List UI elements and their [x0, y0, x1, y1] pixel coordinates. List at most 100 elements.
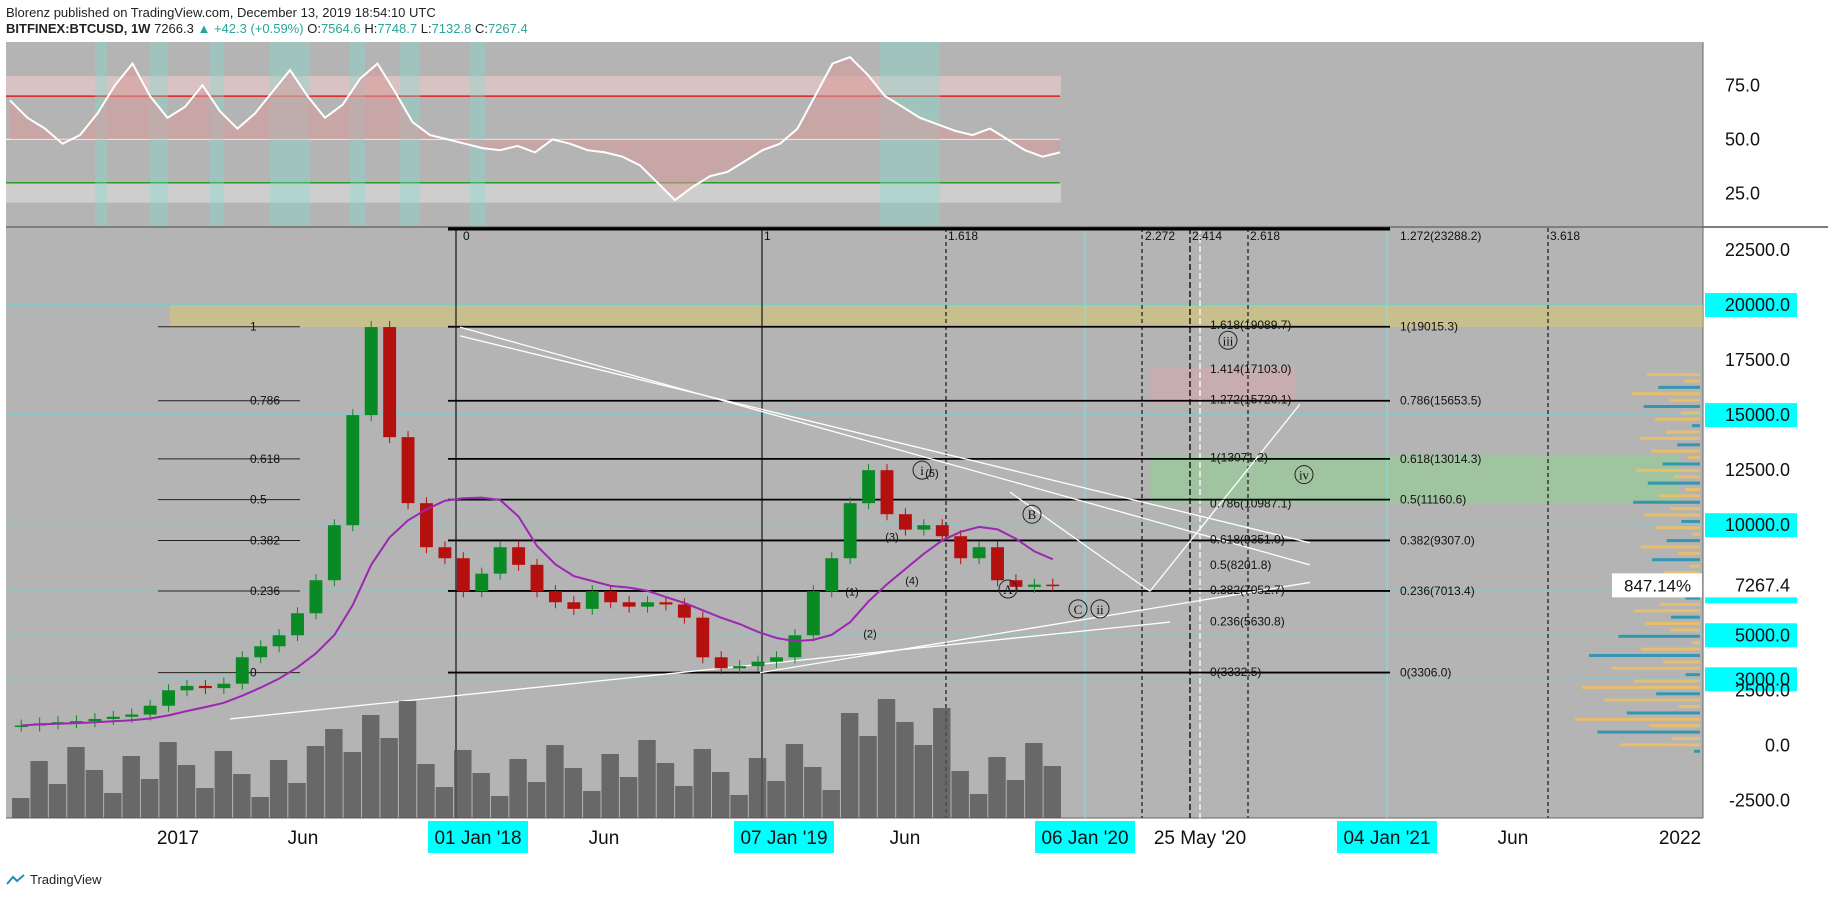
volume-profile-bar [1689, 564, 1700, 568]
tradingview-logo-icon [6, 873, 26, 886]
fib-mid-label: 0.5(8201.8) [1210, 558, 1271, 572]
percent-label-box [1612, 573, 1702, 598]
volume-profile-bar [1694, 749, 1700, 753]
volume-bar [564, 768, 583, 818]
volume-profile-bar [1654, 417, 1700, 421]
wave-sub-label: (3) [885, 532, 898, 544]
footer-brand[interactable]: TradingView [6, 872, 102, 887]
volume-bar [398, 701, 417, 818]
volume-bar [914, 745, 933, 818]
candle [512, 547, 526, 565]
oscillator-tick-label: 25.0 [1725, 184, 1760, 204]
candle [604, 591, 618, 603]
candle [1046, 584, 1060, 587]
volume-bar [896, 722, 914, 818]
fib-left-label: 1 [250, 320, 257, 334]
fib-mid-label: 0.786(10987.1) [1210, 496, 1291, 510]
volume-profile-bar [1680, 411, 1700, 415]
candle [622, 602, 636, 607]
volume-profile-bar [1677, 551, 1700, 555]
candle [475, 573, 489, 592]
wave-label: B [1028, 507, 1037, 522]
volume-bar [177, 765, 196, 818]
volume-profile-bar [1618, 634, 1700, 638]
candle [733, 666, 747, 669]
footer-brand-label: TradingView [30, 872, 102, 887]
candle [530, 564, 544, 592]
volume-bar [840, 713, 859, 818]
volume-bar [140, 779, 159, 818]
symbol-ohlc-line: BITFINEX:BTCUSD, 1W 7266.3 ▲ +42.3 (+0.5… [6, 21, 528, 36]
fib-mid-label: 1.272(15720.1) [1210, 392, 1291, 406]
volume-profile-bar [1644, 513, 1700, 517]
price-tick-label: 15000.0 [1725, 405, 1790, 425]
overbought-zone [6, 76, 1061, 97]
volume-profile-bar [1678, 705, 1700, 709]
candle [954, 536, 968, 559]
candle [106, 716, 120, 719]
candle [917, 525, 931, 530]
volume-profile-bar [1663, 570, 1700, 574]
volume-profile-bar [1666, 430, 1700, 434]
time-tick-highlight [428, 821, 528, 853]
volume-bar [693, 749, 711, 818]
high-label: H: [364, 21, 378, 36]
fib-left-label: 0.382 [250, 533, 280, 547]
candle [420, 503, 433, 548]
candle [935, 525, 949, 537]
trendline [1009, 491, 1151, 592]
time-tick-label: 01 Jan '18 [434, 828, 521, 849]
time-tick-label: 25 May '20 [1154, 828, 1246, 849]
volume-bar [67, 747, 85, 818]
price-tick-label: 3000.0 [1735, 669, 1790, 689]
volume-bar [362, 715, 380, 818]
time-tick-label: 07 Jan '19 [740, 828, 827, 849]
volume-profile-bar [1659, 494, 1700, 498]
volume-profile-bar [1670, 615, 1700, 619]
fib-mid-label: 0.382(7052.7) [1210, 583, 1285, 597]
fib-mid-label: 1.618(19089.7) [1210, 318, 1291, 332]
candle [235, 657, 249, 684]
volume-profile-bar [1652, 558, 1700, 562]
volume-profile-bar [1645, 622, 1700, 626]
fib-top-label: 2.414 [1192, 229, 1222, 243]
time-tick-label: Jun [1498, 828, 1529, 849]
time-tick-highlight [734, 821, 834, 853]
volume-profile-bar [1647, 481, 1700, 485]
volume-profile-bar [1597, 730, 1700, 734]
volume-bar [748, 758, 767, 818]
price-tick-label: 10000.0 [1725, 515, 1790, 535]
volume-profile-bar [1684, 379, 1700, 383]
fib-top-label: 2.272 [1145, 229, 1175, 243]
price-tick-highlight [1705, 513, 1797, 538]
fib-left-label: 0.618 [250, 452, 280, 466]
price-change: ▲ +42.3 (+0.59%) [197, 21, 304, 36]
volume-profile-bar [1647, 373, 1700, 377]
candle [659, 602, 673, 605]
candle [327, 525, 341, 581]
candle [770, 657, 783, 662]
moving-average-line [21, 496, 1054, 727]
fib-mid-label: 0.236(5630.8) [1210, 614, 1285, 628]
fib-right-label: 0.5(11160.6) [1400, 493, 1466, 507]
volume-profile-bar [1663, 660, 1700, 664]
wave-label: i [920, 463, 924, 478]
candle [788, 635, 802, 658]
candle [862, 470, 876, 504]
wave-label-circle [1090, 599, 1110, 619]
price-tick-label: 17500.0 [1725, 350, 1790, 370]
volume-profile-bar [1640, 436, 1700, 440]
volume-bar [785, 744, 804, 818]
fib-left-label: 0.786 [250, 394, 280, 408]
wave-sub-label: (1) [845, 587, 858, 599]
wave-label: iii [1223, 333, 1234, 348]
candle [272, 635, 286, 647]
trendline [229, 621, 1171, 720]
volume-bar [546, 745, 564, 818]
volume-bar [859, 736, 877, 818]
close-value: 7267.4 [487, 21, 528, 36]
volume-bar [804, 767, 822, 818]
candle [548, 591, 562, 603]
fib-top-label: 0 [463, 229, 470, 243]
